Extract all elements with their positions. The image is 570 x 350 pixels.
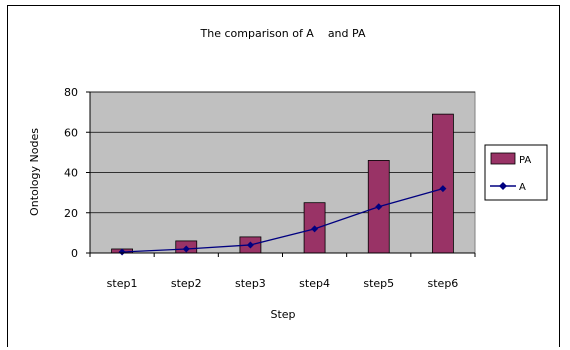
legend-swatch-a-marker xyxy=(499,182,507,190)
bars xyxy=(111,113,454,254)
x-axis-ticks: step1 step2 step3 step4 step5 step6 xyxy=(89,253,476,290)
x-axis-label: Step xyxy=(270,308,295,321)
line-a xyxy=(122,187,444,253)
y-tick-label: 20 xyxy=(64,207,78,220)
chart-frame xyxy=(7,5,560,347)
line-series xyxy=(118,185,447,256)
point-a xyxy=(182,245,190,253)
y-axis-label: Ontology Nodes xyxy=(28,128,41,216)
point-a xyxy=(118,248,126,256)
legend-swatch-pa xyxy=(490,152,516,165)
point-a xyxy=(311,225,319,233)
y-tick-label: 80 xyxy=(64,86,78,99)
chart-title: The comparison of A and PA xyxy=(200,27,366,40)
x-tick-label: step3 xyxy=(235,277,266,290)
legend-label-a: A xyxy=(519,182,526,193)
y-tick-label: 0 xyxy=(71,247,78,260)
x-tick-label: step1 xyxy=(107,277,138,290)
point-a xyxy=(246,241,254,249)
y-axis-ticks: 0 20 40 60 80 xyxy=(64,86,90,260)
y-tick-label: 60 xyxy=(64,126,78,139)
point-a xyxy=(375,203,383,211)
legend-label-pa: PA xyxy=(519,155,531,166)
y-tick-label: 40 xyxy=(64,167,78,180)
x-tick-label: step2 xyxy=(171,277,202,290)
x-tick-label: step6 xyxy=(428,277,459,290)
gridlines xyxy=(90,91,475,214)
x-tick-label: step5 xyxy=(363,277,394,290)
x-tick-label: step4 xyxy=(299,277,330,290)
point-a xyxy=(439,185,447,193)
bar-pa xyxy=(432,113,454,254)
legend: PA A xyxy=(484,144,548,201)
